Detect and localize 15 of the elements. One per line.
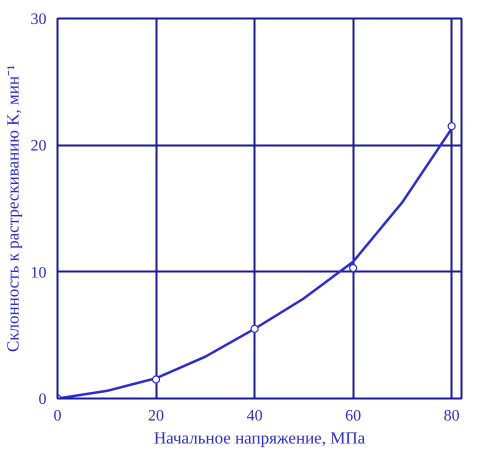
x-tick-label: 40 (246, 408, 263, 424)
y-tick-label: 20 (30, 138, 46, 155)
point (448, 122, 456, 130)
point (349, 264, 358, 272)
x-tick-label: 20 (148, 408, 164, 424)
y-tick-label: 0 (38, 391, 46, 408)
x-axis-title: Начальное напряжение, МПа (154, 428, 366, 448)
point (250, 324, 259, 333)
x-tick-label: 60 (345, 408, 362, 424)
y-axis-title: Склонность к растрескиванию K, мин⁻¹ (4, 64, 22, 352)
point (152, 375, 160, 384)
x-tick-label: 80 (444, 408, 460, 424)
y-tick-label: 10 (30, 264, 46, 282)
y-tick-label: 30 (30, 11, 46, 28)
x-tick-label: 0 (54, 408, 62, 424)
